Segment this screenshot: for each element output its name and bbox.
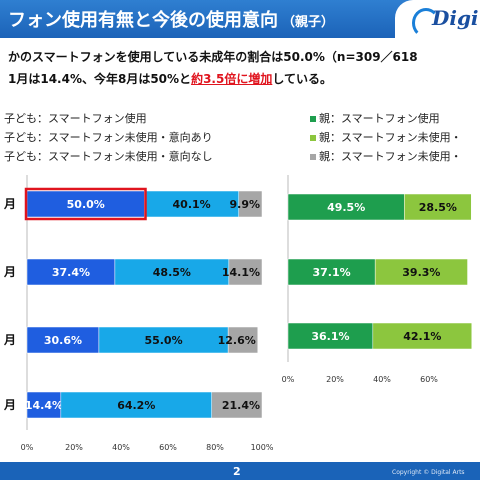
data-label: 14.4% [25,399,63,412]
data-label: 14.1% [222,266,260,279]
logo-swoosh-icon [412,8,440,38]
category-label: 月 [3,333,16,347]
bar-segment [144,190,239,218]
bar-segment [114,258,230,286]
legend-parent-label: 親：スマートフォン未使用・ [319,131,462,144]
data-label: 21.4% [222,399,260,412]
data-label: 28.5% [419,201,457,214]
data-label: 55.0% [144,334,182,347]
data-label: 39.3% [402,266,440,279]
description-line-2-suffix: している。 [272,72,332,86]
data-label: 30.6% [44,334,82,347]
category-label: 月 [3,398,16,412]
highlight-box [24,187,147,221]
x-tick-label: 60% [159,443,177,452]
data-label: 40.1% [173,198,211,211]
legend-child-item-3: 子ども：スマートフォン未使用・意向なし [4,148,213,164]
bar-segment [60,391,212,419]
data-label: 64.2% [117,399,155,412]
bar-segment [287,193,405,221]
legend-child-label: 子ども：スマートフォン未使用・意向なし [4,150,213,163]
description-line-2-prefix: 1月は14.4%、今年8月は50%と [8,72,192,86]
data-label: 37.1% [313,266,351,279]
legend-parent-label: 親：スマートフォン未使用・ [319,150,462,163]
bar-segment [404,193,472,221]
bar-segment [26,391,62,419]
footer-bar [0,462,480,480]
data-label: 12.6% [218,334,256,347]
bar-segment [228,258,263,286]
x-tick-label: 40% [373,375,391,384]
bar-segment [372,322,473,350]
legend-swatch [310,135,316,141]
legend-parent-item-3: 親：スマートフォン未使用・ [310,148,462,164]
x-tick-label: 80% [206,443,224,452]
x-tick-label: 100% [251,443,274,452]
description-line-1: かのスマートフォンを使用している未成年の割合は50.0%（n=309／618 [8,50,418,64]
legend-child-label: 子ども：スマートフォン未使用・意向あり [4,131,213,144]
data-label: 48.5% [153,266,191,279]
data-label: 42.1% [403,330,441,343]
data-label: 50.0% [67,198,105,211]
copyright-text: Copyright © Digital Arts [392,469,465,476]
title-text: フォン使用有無と今後の使用意向 [8,10,278,31]
legend-swatch [310,116,316,122]
bar-segment [238,190,263,218]
description-line-2: 1月は14.4%、今年8月は50%と約3.5倍に増加している。 [8,70,332,87]
company-logo: Digi [432,6,479,30]
data-label: 49.5% [327,201,365,214]
category-label: 月 [3,265,16,279]
bar-segment [227,326,259,354]
legend-swatch [310,154,316,160]
x-tick-label: 0% [282,375,295,384]
bar-segment [98,326,229,354]
chart-canvas: 月 50.0% 40.1% 9.9% 月 37.4% 48.5% 14.1% 月 30.6% 55.… [3,175,473,452]
description-highlight: 約3.5倍に増加 [191,72,273,86]
page-title: フォン使用有無と今後の使用意向 （親子） [8,6,334,32]
x-tick-label: 40% [112,443,130,452]
category-label: 月 [3,197,16,211]
x-tick-label: 0% [21,443,34,452]
legend-child-label: 子ども：スマートフォン使用 [4,112,147,125]
bar-segment [374,258,468,286]
x-tick-label: 20% [65,443,83,452]
x-tick-label: 20% [326,375,344,384]
x-tick-label: 60% [420,375,438,384]
bar-segment [26,326,100,354]
title-subtitle: （親子） [282,15,335,30]
legend-child-item-1: 子ども：スマートフォン使用 [4,110,147,126]
data-label: 37.4% [52,266,90,279]
data-label: 36.1% [311,330,349,343]
bar-segment [287,258,376,286]
legend-parent-item-2: 親：スマートフォン未使用・ [310,129,462,145]
bar-segment [211,391,263,419]
legend-parent-item-1: 親：スマートフォン使用 [310,110,440,126]
legend-child-item-2: 子ども：スマートフォン未使用・意向あり [4,129,213,145]
legend-parent-label: 親：スマートフォン使用 [319,112,440,125]
bar-segment [287,322,374,350]
bar-segment [26,190,145,218]
page-number: 2 [233,465,241,478]
data-label: 9.9% [229,198,260,211]
